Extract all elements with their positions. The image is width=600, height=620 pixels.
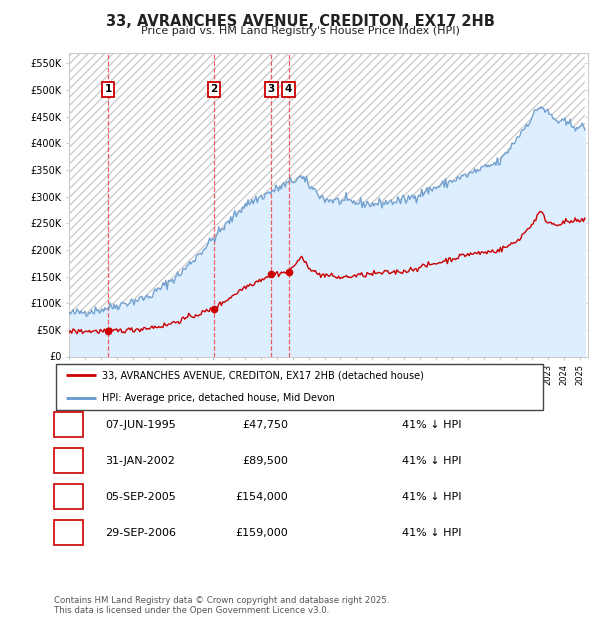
Text: £154,000: £154,000 [235,492,288,502]
Text: 41% ↓ HPI: 41% ↓ HPI [402,456,461,466]
Text: 3: 3 [64,490,73,503]
Text: 41% ↓ HPI: 41% ↓ HPI [402,528,461,538]
Text: 1: 1 [64,418,73,431]
Text: 41% ↓ HPI: 41% ↓ HPI [402,420,461,430]
Text: Contains HM Land Registry data © Crown copyright and database right 2025.
This d: Contains HM Land Registry data © Crown c… [54,596,389,615]
Text: £47,750: £47,750 [242,420,288,430]
Text: 4: 4 [64,526,73,539]
Text: 33, AVRANCHES AVENUE, CREDITON, EX17 2HB (detached house): 33, AVRANCHES AVENUE, CREDITON, EX17 2HB… [102,370,424,380]
Text: 3: 3 [268,84,275,94]
Text: 41% ↓ HPI: 41% ↓ HPI [402,492,461,502]
Text: 31-JAN-2002: 31-JAN-2002 [105,456,175,466]
Text: 29-SEP-2006: 29-SEP-2006 [105,528,176,538]
Text: 05-SEP-2005: 05-SEP-2005 [105,492,176,502]
Text: 1: 1 [104,84,112,94]
Text: Price paid vs. HM Land Registry's House Price Index (HPI): Price paid vs. HM Land Registry's House … [140,26,460,36]
FancyBboxPatch shape [56,364,542,410]
Text: 2: 2 [64,454,73,467]
Text: £159,000: £159,000 [235,528,288,538]
Text: HPI: Average price, detached house, Mid Devon: HPI: Average price, detached house, Mid … [102,393,335,403]
Text: 4: 4 [285,84,292,94]
Text: 33, AVRANCHES AVENUE, CREDITON, EX17 2HB: 33, AVRANCHES AVENUE, CREDITON, EX17 2HB [106,14,494,29]
Text: 07-JUN-1995: 07-JUN-1995 [105,420,176,430]
Text: 2: 2 [211,84,218,94]
Text: £89,500: £89,500 [242,456,288,466]
